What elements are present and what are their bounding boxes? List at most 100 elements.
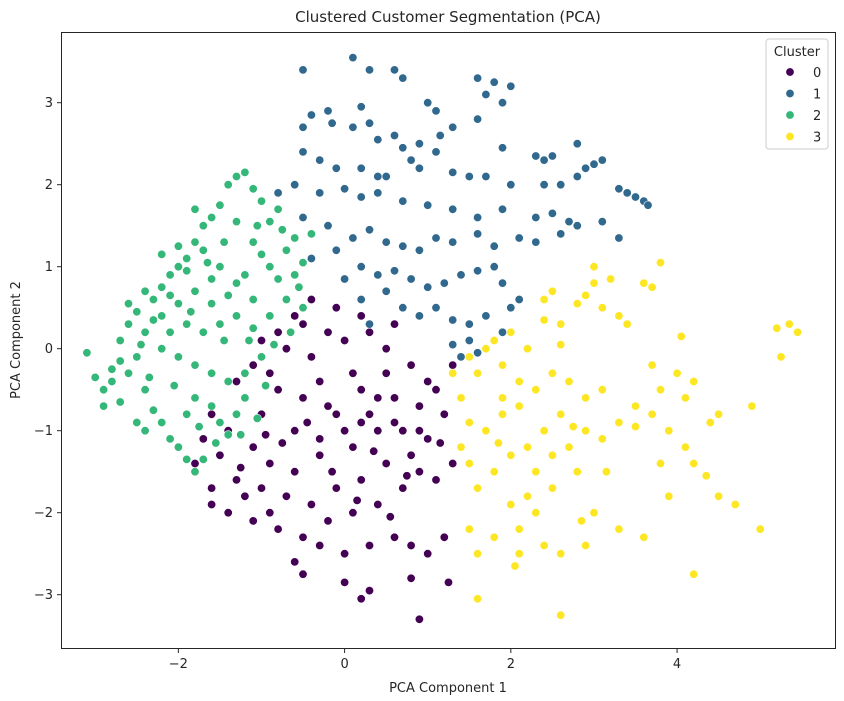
- data-point-cluster-0: [223, 508, 233, 518]
- data-point-cluster-3: [497, 409, 507, 419]
- data-point-cluster-0: [406, 540, 416, 550]
- y-tick-label: 0: [45, 342, 53, 357]
- data-point-cluster-1: [597, 217, 607, 227]
- data-point-cluster-0: [431, 475, 441, 485]
- data-point-cluster-3: [464, 524, 474, 534]
- data-point-cluster-2: [281, 245, 291, 255]
- data-point-cluster-0: [356, 311, 366, 321]
- data-point-cluster-1: [356, 163, 366, 173]
- data-point-cluster-3: [581, 540, 591, 550]
- data-point-cluster-3: [639, 532, 649, 542]
- data-point-cluster-2: [182, 266, 192, 276]
- data-point-cluster-3: [522, 344, 532, 354]
- data-point-cluster-1: [348, 122, 358, 132]
- data-point-cluster-2: [223, 290, 233, 300]
- data-point-cluster-0: [331, 483, 341, 493]
- data-point-cluster-3: [473, 594, 483, 604]
- data-point-cluster-0: [402, 471, 412, 481]
- data-point-cluster-2: [115, 397, 125, 407]
- data-point-cluster-1: [373, 135, 383, 145]
- data-point-cluster-0: [389, 417, 399, 427]
- data-point-cluster-1: [464, 335, 474, 345]
- data-point-cluster-2: [140, 327, 150, 337]
- data-point-cluster-1: [456, 270, 466, 280]
- data-point-cluster-1: [356, 102, 366, 112]
- data-point-cluster-2: [207, 368, 217, 378]
- data-point-cluster-2: [148, 405, 158, 415]
- data-point-cluster-3: [676, 331, 686, 341]
- data-point-cluster-1: [306, 110, 316, 120]
- data-point-cluster-0: [414, 614, 424, 624]
- data-point-cluster-2: [190, 204, 200, 214]
- data-point-cluster-1: [406, 155, 416, 165]
- data-point-cluster-3: [755, 524, 765, 534]
- data-point-cluster-3: [556, 409, 566, 419]
- data-point-cluster-1: [298, 122, 308, 132]
- data-point-cluster-2: [240, 393, 250, 403]
- data-point-cluster-3: [639, 278, 649, 288]
- data-point-cluster-1: [564, 217, 574, 227]
- data-point-cluster-0: [298, 532, 308, 542]
- data-point-cluster-3: [564, 376, 574, 386]
- data-point-cluster-2: [173, 442, 183, 452]
- data-point-cluster-0: [348, 442, 358, 452]
- data-point-cluster-0: [423, 434, 433, 444]
- data-point-cluster-2: [256, 249, 266, 259]
- data-point-cluster-0: [381, 344, 391, 354]
- data-point-cluster-1: [356, 262, 366, 272]
- data-point-cluster-1: [323, 106, 333, 116]
- data-point-cluster-0: [364, 409, 374, 419]
- data-point-cluster-0: [273, 327, 283, 337]
- data-point-cluster-1: [431, 147, 441, 157]
- data-point-cluster-3: [622, 319, 632, 329]
- data-point-cluster-2: [248, 237, 258, 247]
- data-point-cluster-1: [364, 225, 374, 235]
- data-point-cluster-3: [489, 467, 499, 477]
- data-point-cluster-3: [680, 393, 690, 403]
- legend-label-0: 0: [813, 66, 821, 81]
- data-point-cluster-2: [132, 417, 142, 427]
- data-point-cluster-0: [356, 475, 366, 485]
- data-point-cluster-3: [464, 417, 474, 427]
- data-point-cluster-2: [186, 307, 196, 317]
- data-point-cluster-1: [531, 237, 541, 247]
- x-tick-label: 4: [673, 657, 681, 672]
- data-point-cluster-2: [281, 294, 291, 304]
- data-point-cluster-1: [497, 278, 507, 288]
- data-point-cluster-2: [286, 327, 296, 337]
- data-point-cluster-0: [364, 586, 374, 596]
- data-point-cluster-3: [514, 549, 524, 559]
- chart-title: Clustered Customer Segmentation (PCA): [295, 8, 601, 26]
- data-point-cluster-0: [414, 467, 424, 477]
- data-point-cluster-0: [207, 483, 217, 493]
- data-point-cluster-2: [290, 233, 300, 243]
- data-point-cluster-2: [157, 282, 167, 292]
- data-point-cluster-1: [464, 319, 474, 329]
- data-point-cluster-0: [414, 426, 424, 436]
- data-point-cluster-2: [236, 430, 246, 440]
- data-point-cluster-2: [269, 340, 279, 350]
- data-point-cluster-1: [423, 200, 433, 210]
- y-tick-label: 3: [45, 96, 53, 111]
- plot-frame: [61, 32, 836, 649]
- data-point-cluster-2: [256, 196, 266, 206]
- data-point-cluster-0: [315, 376, 325, 386]
- data-point-cluster-1: [622, 188, 632, 198]
- data-point-cluster-3: [539, 426, 549, 436]
- data-point-cluster-0: [298, 569, 308, 579]
- data-point-cluster-1: [340, 274, 350, 284]
- data-point-cluster-2: [157, 311, 167, 321]
- data-point-cluster-2: [207, 401, 217, 411]
- data-point-cluster-0: [398, 426, 408, 436]
- data-point-cluster-1: [373, 172, 383, 182]
- data-point-cluster-1: [381, 172, 391, 182]
- data-point-cluster-3: [714, 491, 724, 501]
- data-point-cluster-0: [348, 368, 358, 378]
- data-point-cluster-0: [306, 499, 316, 509]
- data-point-cluster-3: [489, 335, 499, 345]
- data-point-cluster-2: [198, 245, 208, 255]
- data-point-cluster-1: [489, 77, 499, 87]
- data-point-cluster-1: [630, 192, 640, 202]
- data-point-cluster-2: [115, 356, 125, 366]
